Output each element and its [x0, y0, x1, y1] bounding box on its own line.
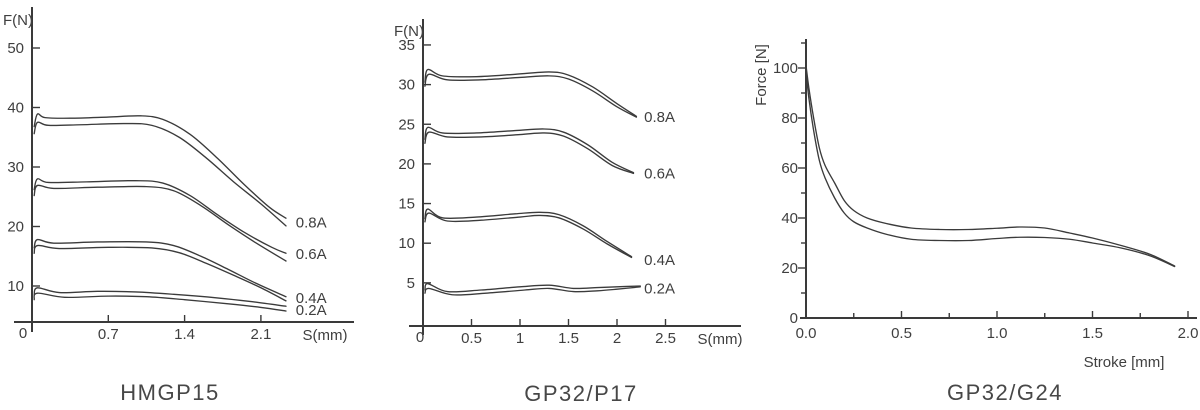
curve-label: 0.4A — [296, 290, 327, 307]
chart-gp32g24: 0.0 0.5 1.0 1.5 2.0 0 20 40 60 80 100 Stroke [mm] Fo… — [753, 39, 1199, 371]
series-force-lower — [805, 69, 1176, 268]
series-0.6A-lower — [33, 184, 287, 262]
y-tick-label: 0 — [790, 310, 798, 327]
y-tick-label: 20 — [7, 219, 24, 236]
series-0.4A-upper — [424, 208, 633, 258]
series-0.2A-lower — [33, 292, 287, 312]
series-0.6A-upper — [33, 178, 287, 254]
x-tick-label: 1.0 — [987, 325, 1008, 342]
x-tick-label: 0.5 — [461, 330, 482, 347]
curve-label: 0.2A — [296, 302, 327, 319]
y-tick-label: 35 — [398, 37, 415, 54]
x-tick-label: 2.0 — [1178, 325, 1199, 342]
x-tick-label: 2 — [613, 330, 621, 347]
y-tick-label: 30 — [7, 159, 24, 176]
chart-hmgp15: 0.7 1.4 2.1 10 20 30 40 50 0 S(mm) F(N) 0.8A 0.6A 0.4… — [3, 7, 354, 344]
y-tick-label: 50 — [7, 40, 24, 57]
x-axis-label: Stroke [mm] — [1084, 354, 1165, 371]
x-axis-label: S(mm) — [698, 331, 743, 348]
y-tick-label: 10 — [398, 235, 415, 252]
x-tick-label: 1 — [516, 330, 524, 347]
y-tick-label: 80 — [781, 110, 798, 127]
series-0.2A-upper — [33, 287, 287, 307]
x-tick-label: 1.5 — [558, 330, 579, 347]
x-tick-label: 2.5 — [655, 330, 676, 347]
series-0.2A-lower — [424, 286, 641, 296]
series-0.8A-lower — [33, 121, 287, 227]
curve-label: 0.2A — [644, 280, 675, 297]
curve-label: 0.8A — [296, 214, 327, 231]
y-tick-label: 60 — [781, 160, 798, 177]
series-0.8A-lower — [424, 73, 638, 118]
x-tick-label: 0.0 — [796, 325, 817, 342]
series-0.8A-upper — [424, 68, 638, 117]
series-0.4A-upper — [33, 238, 287, 298]
y-tick-label: 10 — [7, 278, 24, 295]
origin-label: 0 — [416, 329, 424, 346]
chart-gp32p17: 0.5 1 1.5 2 2.5 5 10 15 20 25 30 35 0 S(mm) F(N) 0.8A 0.… — [394, 19, 743, 348]
series-0.6A-lower — [424, 131, 635, 175]
y-axis-label: F(N) — [3, 12, 33, 29]
x-tick-label: 0.5 — [891, 325, 912, 342]
series-0.8A-upper — [33, 113, 287, 219]
y-axis-label: F(N) — [394, 23, 424, 40]
chart-title-gp32p17: GP32/P17 — [524, 381, 638, 406]
curve-label: 0.4A — [644, 252, 675, 269]
x-tick-label: 1.4 — [174, 326, 195, 343]
series-0.2A-upper — [424, 282, 641, 293]
x-axis-label: S(mm) — [303, 327, 348, 344]
chart-title-hmgp15: HMGP15 — [120, 380, 220, 405]
x-tick-label: 0.7 — [98, 326, 119, 343]
y-tick-label: 30 — [398, 77, 415, 94]
y-tick-label: 25 — [398, 116, 415, 133]
curve-label: 0.8A — [644, 109, 675, 126]
curve-label: 0.6A — [644, 165, 675, 182]
y-tick-label: 40 — [7, 100, 24, 117]
y-tick-label: 20 — [398, 156, 415, 173]
curve-label: 0.6A — [296, 246, 327, 263]
origin-label: 0 — [19, 325, 27, 342]
y-tick-label: 20 — [781, 260, 798, 277]
y-tick-label: 100 — [773, 60, 798, 77]
chart-title-gp32g24: GP32/G24 — [947, 380, 1063, 405]
y-tick-label: 15 — [398, 196, 415, 213]
y-tick-label: 40 — [781, 210, 798, 227]
x-tick-label: 1.5 — [1082, 325, 1103, 342]
series-force-upper — [805, 64, 1176, 267]
y-axis-label: Force [N] — [753, 44, 770, 106]
series-0.4A-lower — [424, 212, 633, 259]
x-tick-label: 2.1 — [250, 326, 271, 343]
series-0.4A-lower — [33, 244, 287, 302]
series-0.6A-upper — [424, 126, 635, 174]
y-tick-label: 5 — [407, 275, 415, 292]
